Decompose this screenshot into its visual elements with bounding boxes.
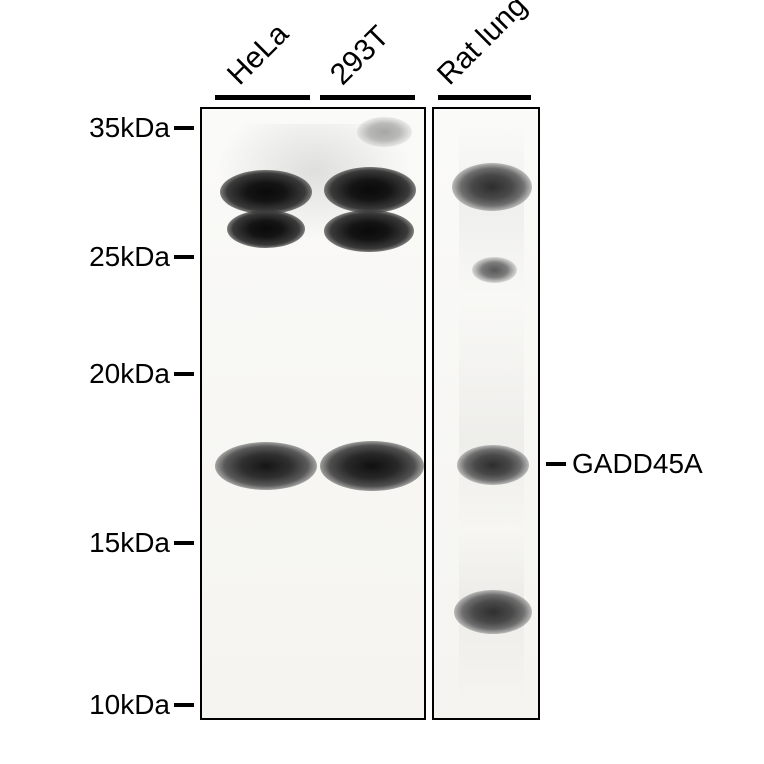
- blot-panel-left: [200, 107, 426, 720]
- mw-label-20: 20kDa: [70, 358, 170, 390]
- mw-tick-25: [174, 255, 194, 259]
- mw-label-15: 15kDa: [70, 527, 170, 559]
- lane-bar-ratlung: [438, 95, 531, 100]
- lane-label-hela: HeLa: [221, 17, 296, 92]
- mw-tick-20: [174, 372, 194, 376]
- smudge-293t-top: [357, 117, 412, 147]
- band-hela-gadd45a: [215, 442, 317, 490]
- mw-label-25: 25kDa: [70, 241, 170, 273]
- mw-tick-15: [174, 541, 194, 545]
- target-label: GADD45A: [572, 448, 703, 480]
- band-hela-upper: [220, 170, 312, 214]
- mw-tick-35: [174, 126, 194, 130]
- band-293t-gadd45a: [320, 441, 424, 491]
- western-blot-figure: 35kDa 25kDa 20kDa 15kDa 10kDa HeLa 293T …: [0, 0, 764, 764]
- target-tick: [546, 462, 566, 466]
- lane-label-ratlung: Rat lung: [431, 0, 534, 92]
- lane-bar-hela: [215, 95, 310, 100]
- mw-tick-10: [174, 703, 194, 707]
- band-293t-upper: [324, 167, 416, 213]
- mw-label-35: 35kDa: [70, 112, 170, 144]
- mw-label-10: 10kDa: [70, 689, 170, 721]
- band-293t-lower: [324, 210, 414, 252]
- band-hela-lower: [227, 210, 305, 248]
- blot-panel-right: [432, 107, 540, 720]
- lane-bar-293t: [320, 95, 415, 100]
- lane-label-293t: 293T: [324, 20, 396, 92]
